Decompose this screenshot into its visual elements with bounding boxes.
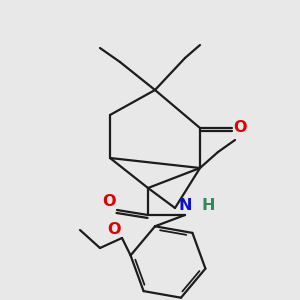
- Text: O: O: [102, 194, 116, 208]
- Text: H: H: [202, 199, 215, 214]
- Text: N: N: [178, 199, 192, 214]
- Text: O: O: [233, 121, 247, 136]
- Text: O: O: [107, 221, 121, 236]
